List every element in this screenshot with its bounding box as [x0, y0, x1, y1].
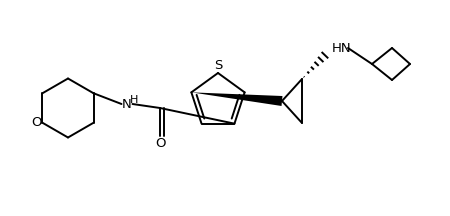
- Text: H: H: [130, 95, 139, 105]
- Text: N: N: [122, 97, 132, 111]
- Text: S: S: [214, 59, 222, 72]
- Text: HN: HN: [332, 41, 351, 54]
- Text: O: O: [155, 137, 165, 150]
- Polygon shape: [191, 92, 283, 106]
- Text: O: O: [31, 116, 42, 129]
